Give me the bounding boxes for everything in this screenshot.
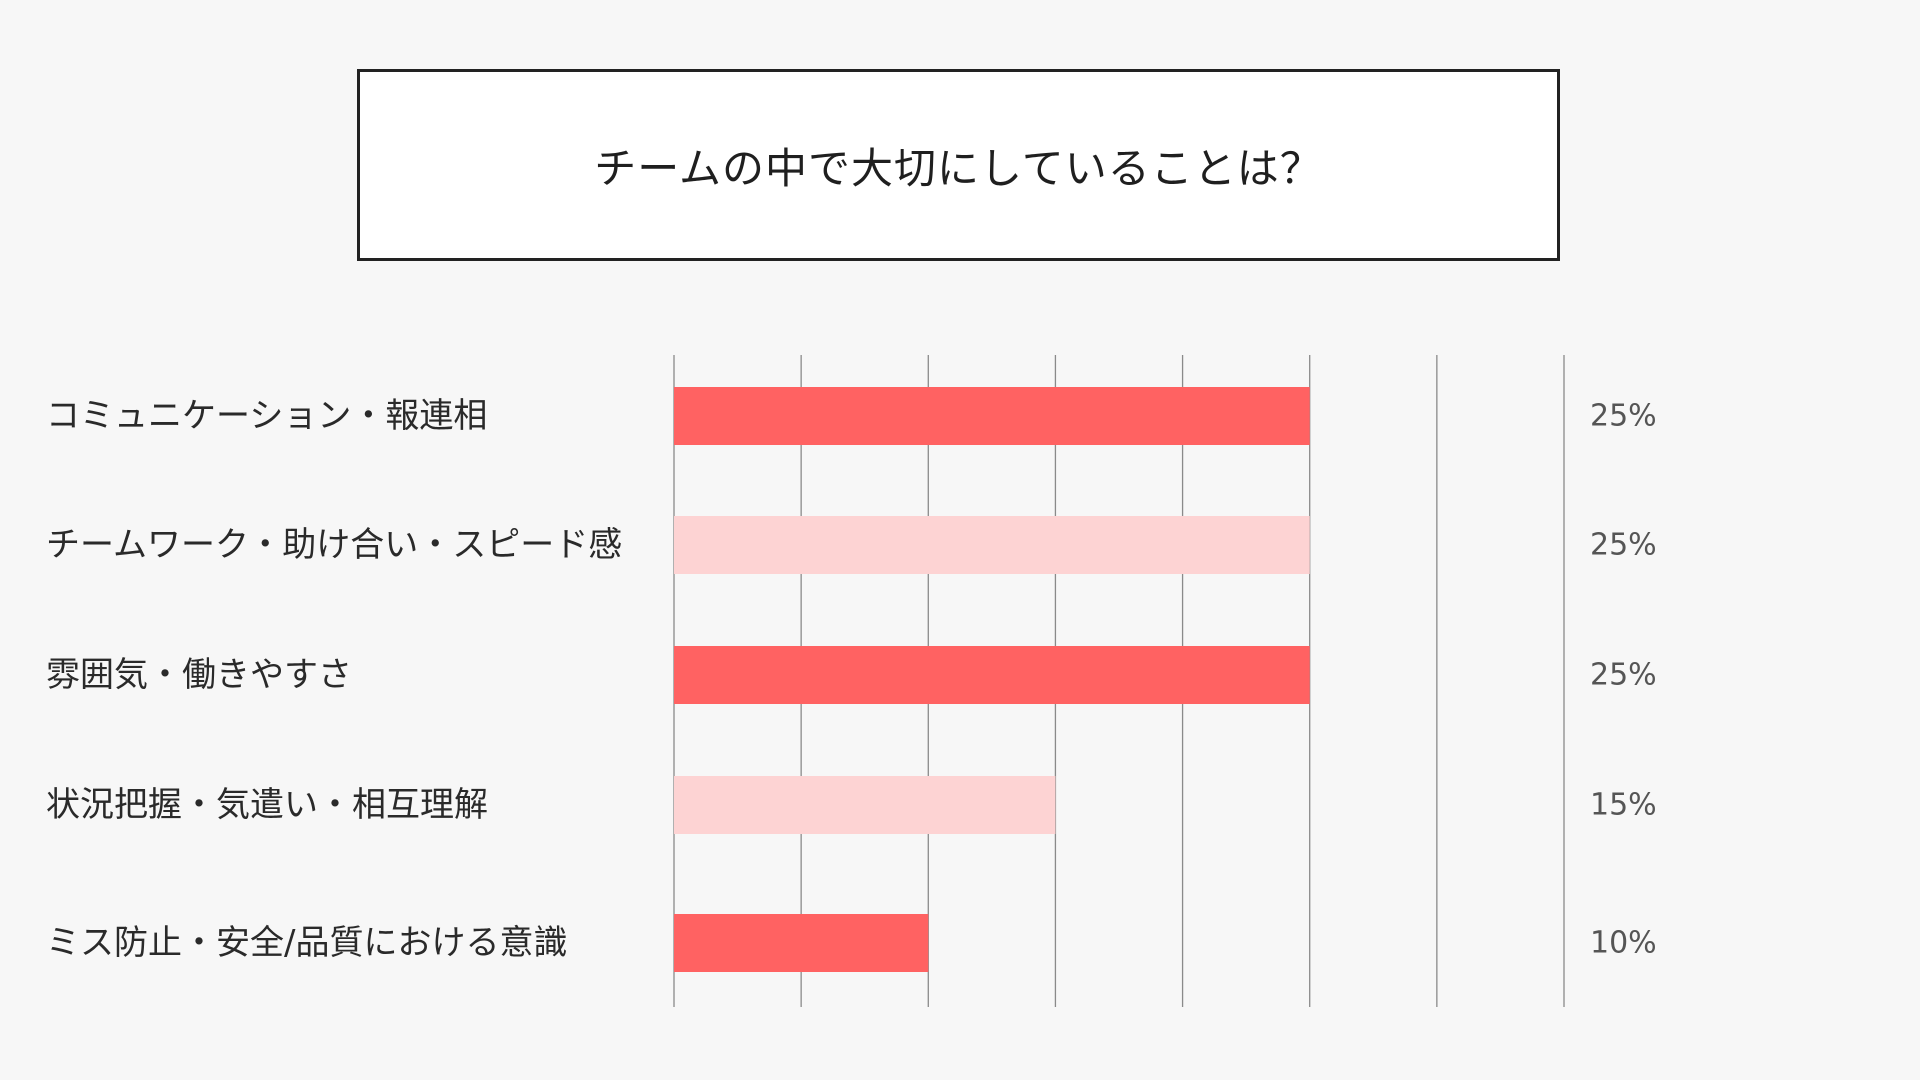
value-label: 10%: [1590, 926, 1657, 961]
bar: [674, 646, 1310, 704]
value-label: 25%: [1590, 528, 1657, 563]
category-label: コミュニケーション・報連相: [46, 396, 487, 436]
chart-title: チームの中で大切にしていることは？: [594, 143, 1323, 193]
value-label: 25%: [1590, 658, 1657, 693]
category-label: 状況把握・気遣い・相互理解: [46, 785, 488, 825]
category-label: 雰囲気・働きやすさ: [46, 655, 352, 695]
bar: [674, 516, 1310, 574]
bar: [674, 914, 929, 972]
value-label: 25%: [1590, 399, 1657, 434]
category-label: ミス防止・安全/品質における意識: [46, 923, 567, 963]
bar: [674, 776, 1056, 834]
category-label: チームワーク・助け合い・スピード感: [46, 525, 622, 565]
chart-title-box: チームの中で大切にしていることは？: [357, 69, 1560, 261]
value-label: 15%: [1590, 788, 1657, 823]
bar: [674, 387, 1310, 445]
